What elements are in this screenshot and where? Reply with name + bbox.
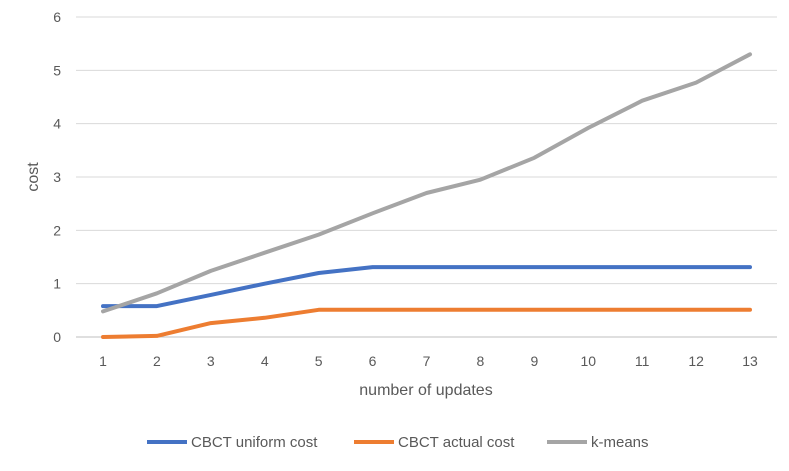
x-tick-label: 11 (635, 353, 650, 369)
y-tick-label: 4 (53, 116, 61, 132)
y-tick-label: 3 (53, 169, 61, 185)
x-tick-label: 2 (153, 353, 161, 369)
x-tick-label: 12 (688, 353, 704, 369)
x-tick-label: 10 (580, 353, 596, 369)
legend-label: CBCT uniform cost (191, 434, 318, 451)
x-tick-label: 6 (369, 353, 377, 369)
y-tick-label: 2 (53, 222, 61, 238)
y-tick-label: 5 (53, 62, 61, 78)
legend-label: k-means (591, 434, 649, 451)
y-tick-label: 0 (53, 329, 61, 345)
gridlines (76, 16, 777, 338)
x-tick-label: 1 (99, 353, 107, 369)
series-line-1 (101, 265, 752, 309)
x-tick-label: 13 (742, 353, 758, 369)
x-axis-ticks: 1 2 3 4 5 6 7 8 9 10 11 12 13 (99, 353, 758, 369)
x-tick-label: 9 (530, 353, 538, 369)
legend: CBCT uniform cost CBCT actual cost k-means (147, 434, 649, 451)
x-tick-label: 3 (207, 353, 215, 369)
x-tick-label: 5 (315, 353, 323, 369)
y-tick-label: 6 (53, 9, 61, 25)
y-axis-ticks: 0 1 2 3 4 5 6 (53, 9, 61, 345)
series-line-3 (101, 52, 752, 314)
x-tick-label: 4 (261, 353, 269, 369)
x-axis-label: number of updates (359, 382, 492, 399)
x-tick-label: 8 (477, 353, 485, 369)
x-tick-label: 7 (423, 353, 431, 369)
series-line-2 (101, 307, 752, 339)
series-lines (101, 52, 752, 339)
y-axis-label: cost (25, 162, 42, 192)
legend-label: CBCT actual cost (398, 434, 515, 451)
y-tick-label: 1 (53, 276, 61, 292)
